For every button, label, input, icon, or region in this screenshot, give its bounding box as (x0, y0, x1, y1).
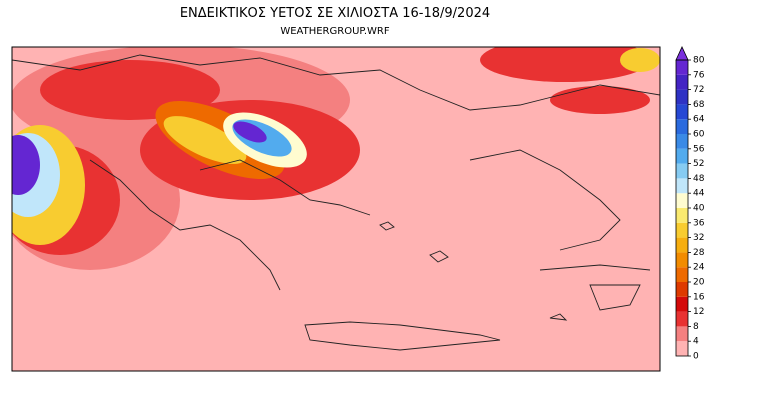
colorbar-tick-label: 56 (693, 144, 705, 154)
colorbar-segment (676, 252, 688, 268)
colorbar-segment (676, 104, 688, 120)
colorbar-tick-label: 32 (693, 233, 704, 243)
subtitle: WEATHERGROUP.WRF (280, 26, 390, 37)
colorbar-tick-label: 76 (693, 70, 705, 80)
map-frame (11, 46, 661, 372)
colorbar-segment (676, 237, 688, 253)
colorbar-segment (676, 74, 688, 90)
colorbar-tick-label: 36 (693, 218, 705, 228)
colorbar-segment (676, 282, 688, 297)
colorbar-tick-label: 0 (693, 352, 699, 362)
colorbar-tick-label: 68 (693, 100, 705, 110)
colorbar-segment (676, 193, 688, 208)
colorbar-tick-label: 12 (693, 307, 704, 317)
colorbar-segment (676, 222, 688, 238)
colorbar-segment (676, 163, 688, 179)
colorbar-tick-label: 16 (693, 292, 705, 302)
colorbar-tick-label: 28 (693, 248, 705, 258)
colorbar-segment (676, 178, 688, 194)
colorbar-tick-label: 4 (693, 337, 699, 347)
colorbar-tick-label: 72 (693, 85, 704, 95)
colorbar-segment (676, 311, 688, 327)
colorbar-tick-label: 64 (693, 115, 705, 125)
colorbar-segment (676, 267, 688, 282)
colorbar-tick-label: 20 (693, 278, 705, 288)
colorbar-extend (675, 46, 689, 61)
colorbar-segment (676, 119, 688, 134)
colorbar-tick-label: 40 (693, 204, 705, 214)
colorbar-tick-label: 8 (693, 322, 699, 332)
colorbar-tick-label: 24 (693, 263, 705, 273)
colorbar-segment (676, 326, 688, 342)
map (12, 47, 660, 371)
colorbar-tick-label: 48 (693, 174, 705, 184)
colorbar-tick-label: 52 (693, 159, 704, 169)
colorbar-segment (676, 60, 688, 75)
colorbar-segment (676, 208, 688, 223)
colorbar-segment (676, 134, 688, 149)
colorbar-tick-label: 60 (693, 130, 705, 140)
colorbar-tick-label: 80 (693, 56, 705, 66)
title: ΕΝΔΕΙΚΤΙΚΟΣ ΥΕΤΟΣ ΣΕ ΧΙΛΙΟΣΤΑ 16-18/9/20… (180, 6, 490, 21)
colorbar-tick-label: 44 (693, 189, 705, 199)
colorbar-segment (676, 296, 688, 312)
colorbar-segment (676, 89, 688, 105)
colorbar-segment (676, 341, 688, 356)
colorbar-segment (676, 148, 688, 164)
